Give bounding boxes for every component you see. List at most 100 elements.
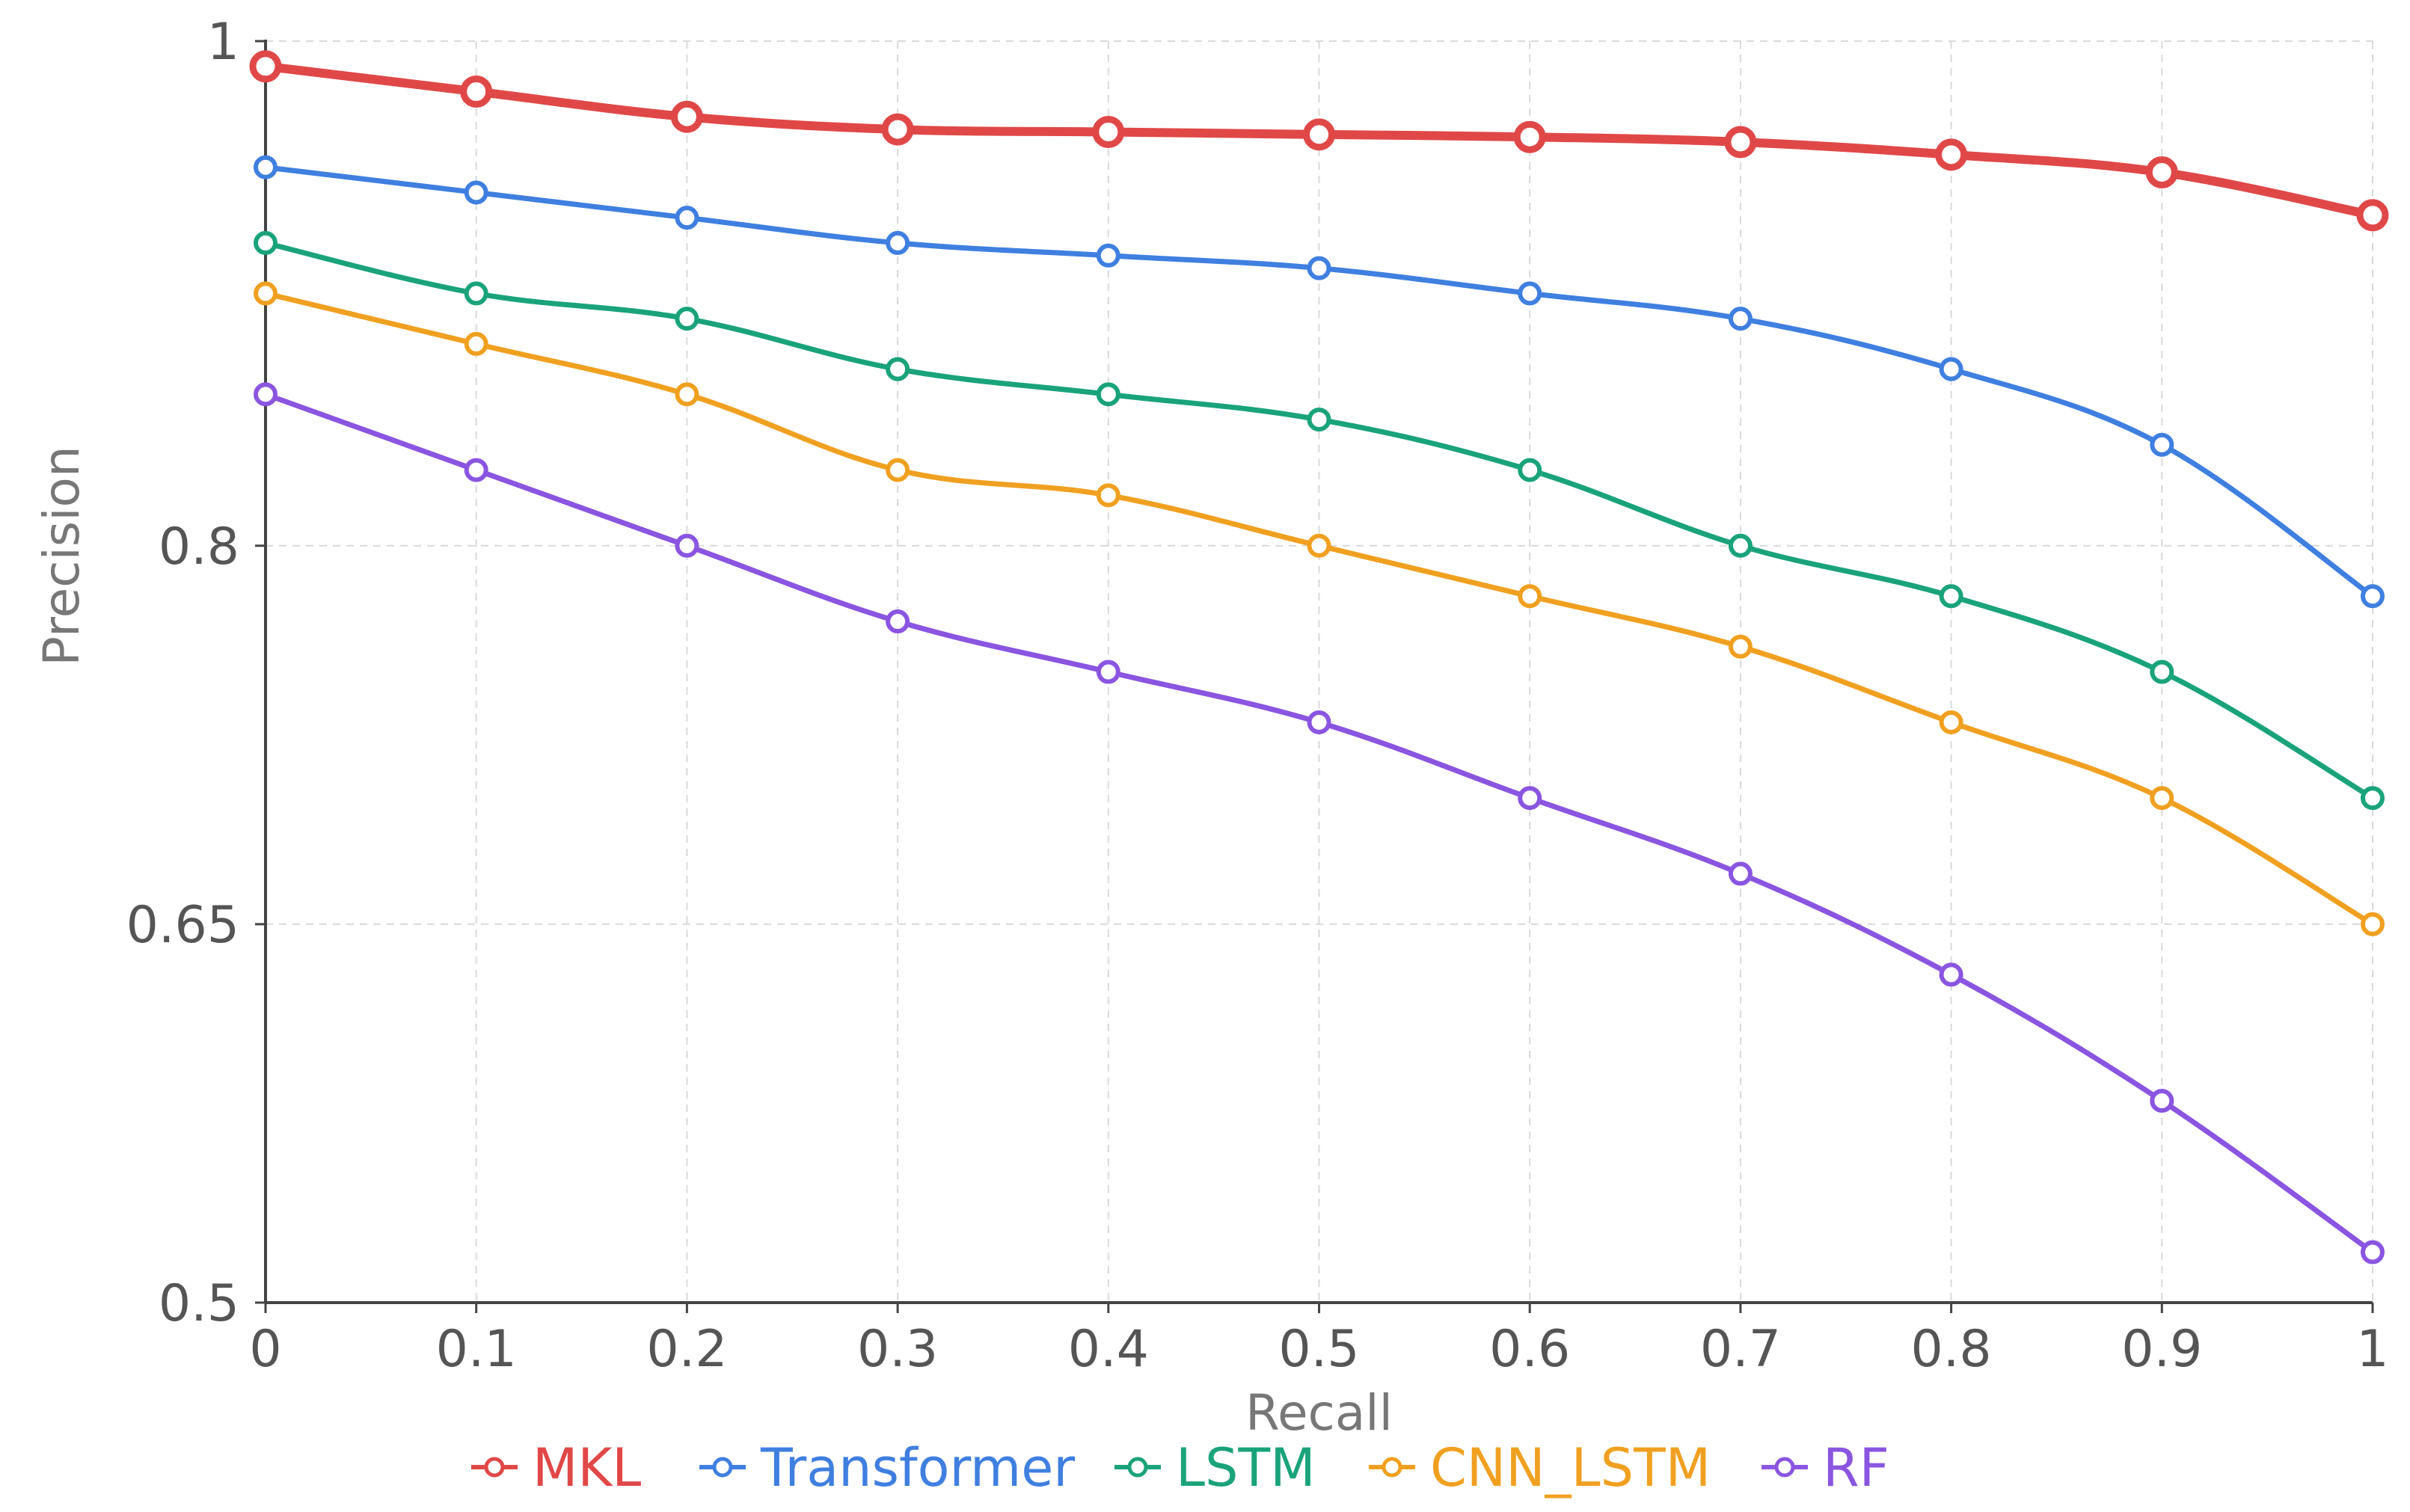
y-tick-label: 0.65	[126, 896, 239, 955]
data-point-cnn-lstm	[2150, 786, 2174, 811]
series-lstm	[254, 230, 2385, 811]
data-point-mkl	[670, 100, 703, 133]
legend-label-mkl: MKL	[533, 1437, 641, 1499]
data-point-transformer	[464, 180, 488, 205]
legend-marker-lstm	[1127, 1457, 1148, 1478]
x-tick-label: 0.3	[857, 1320, 938, 1379]
series-cnn-lstm	[254, 281, 2385, 936]
legend: MKL Transformer LSTM CNN_LSTM RF	[471, 1437, 1889, 1499]
data-point-transformer	[1939, 357, 1963, 381]
x-axis-title: Recall	[1245, 1384, 1393, 1442]
data-point-cnn-lstm	[464, 331, 488, 356]
data-point-transformer	[1518, 281, 1542, 306]
x-tick-label: 0.9	[2121, 1320, 2202, 1379]
data-point-cnn-lstm	[1939, 710, 1963, 734]
legend-marker-mkl	[484, 1457, 505, 1478]
data-point-lstm	[1096, 382, 1120, 407]
grid	[266, 40, 2373, 1303]
y-axis-title: Precision	[33, 446, 91, 666]
data-point-transformer	[2150, 432, 2174, 457]
data-point-cnn-lstm	[886, 458, 910, 482]
series-rf	[254, 382, 2385, 1264]
data-point-rf	[886, 609, 910, 634]
y-tick-label: 0.8	[159, 517, 239, 577]
data-point-rf	[464, 458, 488, 482]
x-tick-label: 0.4	[1068, 1320, 1149, 1379]
x-tick-label: 0.2	[646, 1320, 727, 1379]
y-tick-label: 1	[207, 13, 239, 72]
data-point-lstm	[2150, 660, 2174, 684]
data-point-mkl	[460, 75, 493, 108]
data-point-transformer	[2361, 584, 2385, 609]
data-point-lstm	[1939, 584, 1963, 609]
series-group	[249, 50, 2389, 1264]
data-point-cnn-lstm	[1307, 533, 1331, 558]
data-point-cnn-lstm	[1728, 634, 1753, 659]
axes	[255, 40, 2374, 1313]
data-point-lstm	[1728, 533, 1753, 558]
data-point-cnn-lstm	[675, 382, 699, 407]
data-point-cnn-lstm	[1518, 584, 1542, 609]
data-point-transformer	[675, 206, 699, 230]
data-point-mkl	[1303, 118, 1335, 151]
data-point-transformer	[1307, 256, 1331, 280]
x-tick-label: 0.6	[1489, 1320, 1570, 1379]
data-point-lstm	[2361, 786, 2385, 811]
data-point-lstm	[1518, 458, 1542, 482]
data-point-transformer	[1096, 243, 1120, 268]
data-point-cnn-lstm	[254, 281, 278, 306]
data-point-lstm	[1307, 408, 1331, 432]
legend-marker-transformer	[712, 1457, 733, 1478]
legend-marker-rf	[1774, 1457, 1795, 1478]
x-tick-label: 0	[249, 1320, 281, 1379]
data-point-rf	[2361, 1240, 2385, 1264]
legend-label-rf: RF	[1823, 1437, 1889, 1499]
data-point-rf	[1096, 660, 1120, 684]
data-point-mkl	[1935, 138, 1968, 171]
data-point-cnn-lstm	[1096, 483, 1120, 508]
legend-label-lstm: LSTM	[1176, 1437, 1316, 1499]
data-point-mkl	[881, 113, 914, 146]
series-transformer	[254, 155, 2385, 609]
legend-label-transformer: Transformer	[760, 1437, 1075, 1499]
data-point-lstm	[254, 230, 278, 255]
data-point-rf	[675, 533, 699, 558]
data-point-mkl	[2145, 156, 2178, 188]
data-point-mkl	[2356, 199, 2389, 232]
tick-labels: 0 0.1 0.2 0.3 0.4 0.5 0.6 0.7 0.8 0.9 1 0.5 0.65 0.8 1	[126, 13, 2389, 1379]
legend-item-rf[interactable]: RF	[1761, 1437, 1889, 1499]
data-point-rf	[2150, 1089, 2174, 1113]
x-tick-label: 1	[2356, 1320, 2388, 1379]
data-point-rf	[1939, 962, 1963, 987]
x-tick-label: 0.7	[1700, 1320, 1781, 1379]
data-point-mkl	[1724, 126, 1757, 159]
x-tick-label: 0.8	[1911, 1320, 1992, 1379]
data-point-rf	[1728, 861, 1753, 886]
series-mkl	[249, 50, 2389, 232]
data-point-mkl	[1513, 120, 1546, 153]
x-tick-label: 0.1	[436, 1320, 517, 1379]
y-tick-label: 0.5	[159, 1274, 239, 1333]
x-tick-label: 0.5	[1278, 1320, 1359, 1379]
legend-item-mkl[interactable]: MKL	[471, 1437, 641, 1499]
data-point-lstm	[886, 357, 910, 381]
legend-marker-cnn-lstm	[1382, 1457, 1402, 1478]
legend-item-lstm[interactable]: LSTM	[1114, 1437, 1316, 1499]
data-point-rf	[1518, 786, 1542, 811]
data-point-rf	[254, 382, 278, 407]
series-line-transformer	[263, 165, 2376, 599]
data-point-rf	[1307, 710, 1331, 734]
data-point-transformer	[886, 230, 910, 255]
legend-item-transformer[interactable]: Transformer	[699, 1437, 1075, 1499]
data-point-lstm	[464, 281, 488, 306]
data-point-transformer	[1728, 307, 1753, 331]
legend-label-cnn-lstm: CNN_LSTM	[1430, 1437, 1711, 1499]
series-line-lstm	[263, 240, 2376, 801]
data-point-mkl	[249, 50, 282, 83]
data-point-lstm	[675, 307, 699, 331]
data-point-cnn-lstm	[2361, 912, 2385, 936]
legend-item-cnn-lstm[interactable]: CNN_LSTM	[1369, 1437, 1711, 1499]
data-point-transformer	[254, 155, 278, 179]
data-point-mkl	[1092, 115, 1125, 148]
